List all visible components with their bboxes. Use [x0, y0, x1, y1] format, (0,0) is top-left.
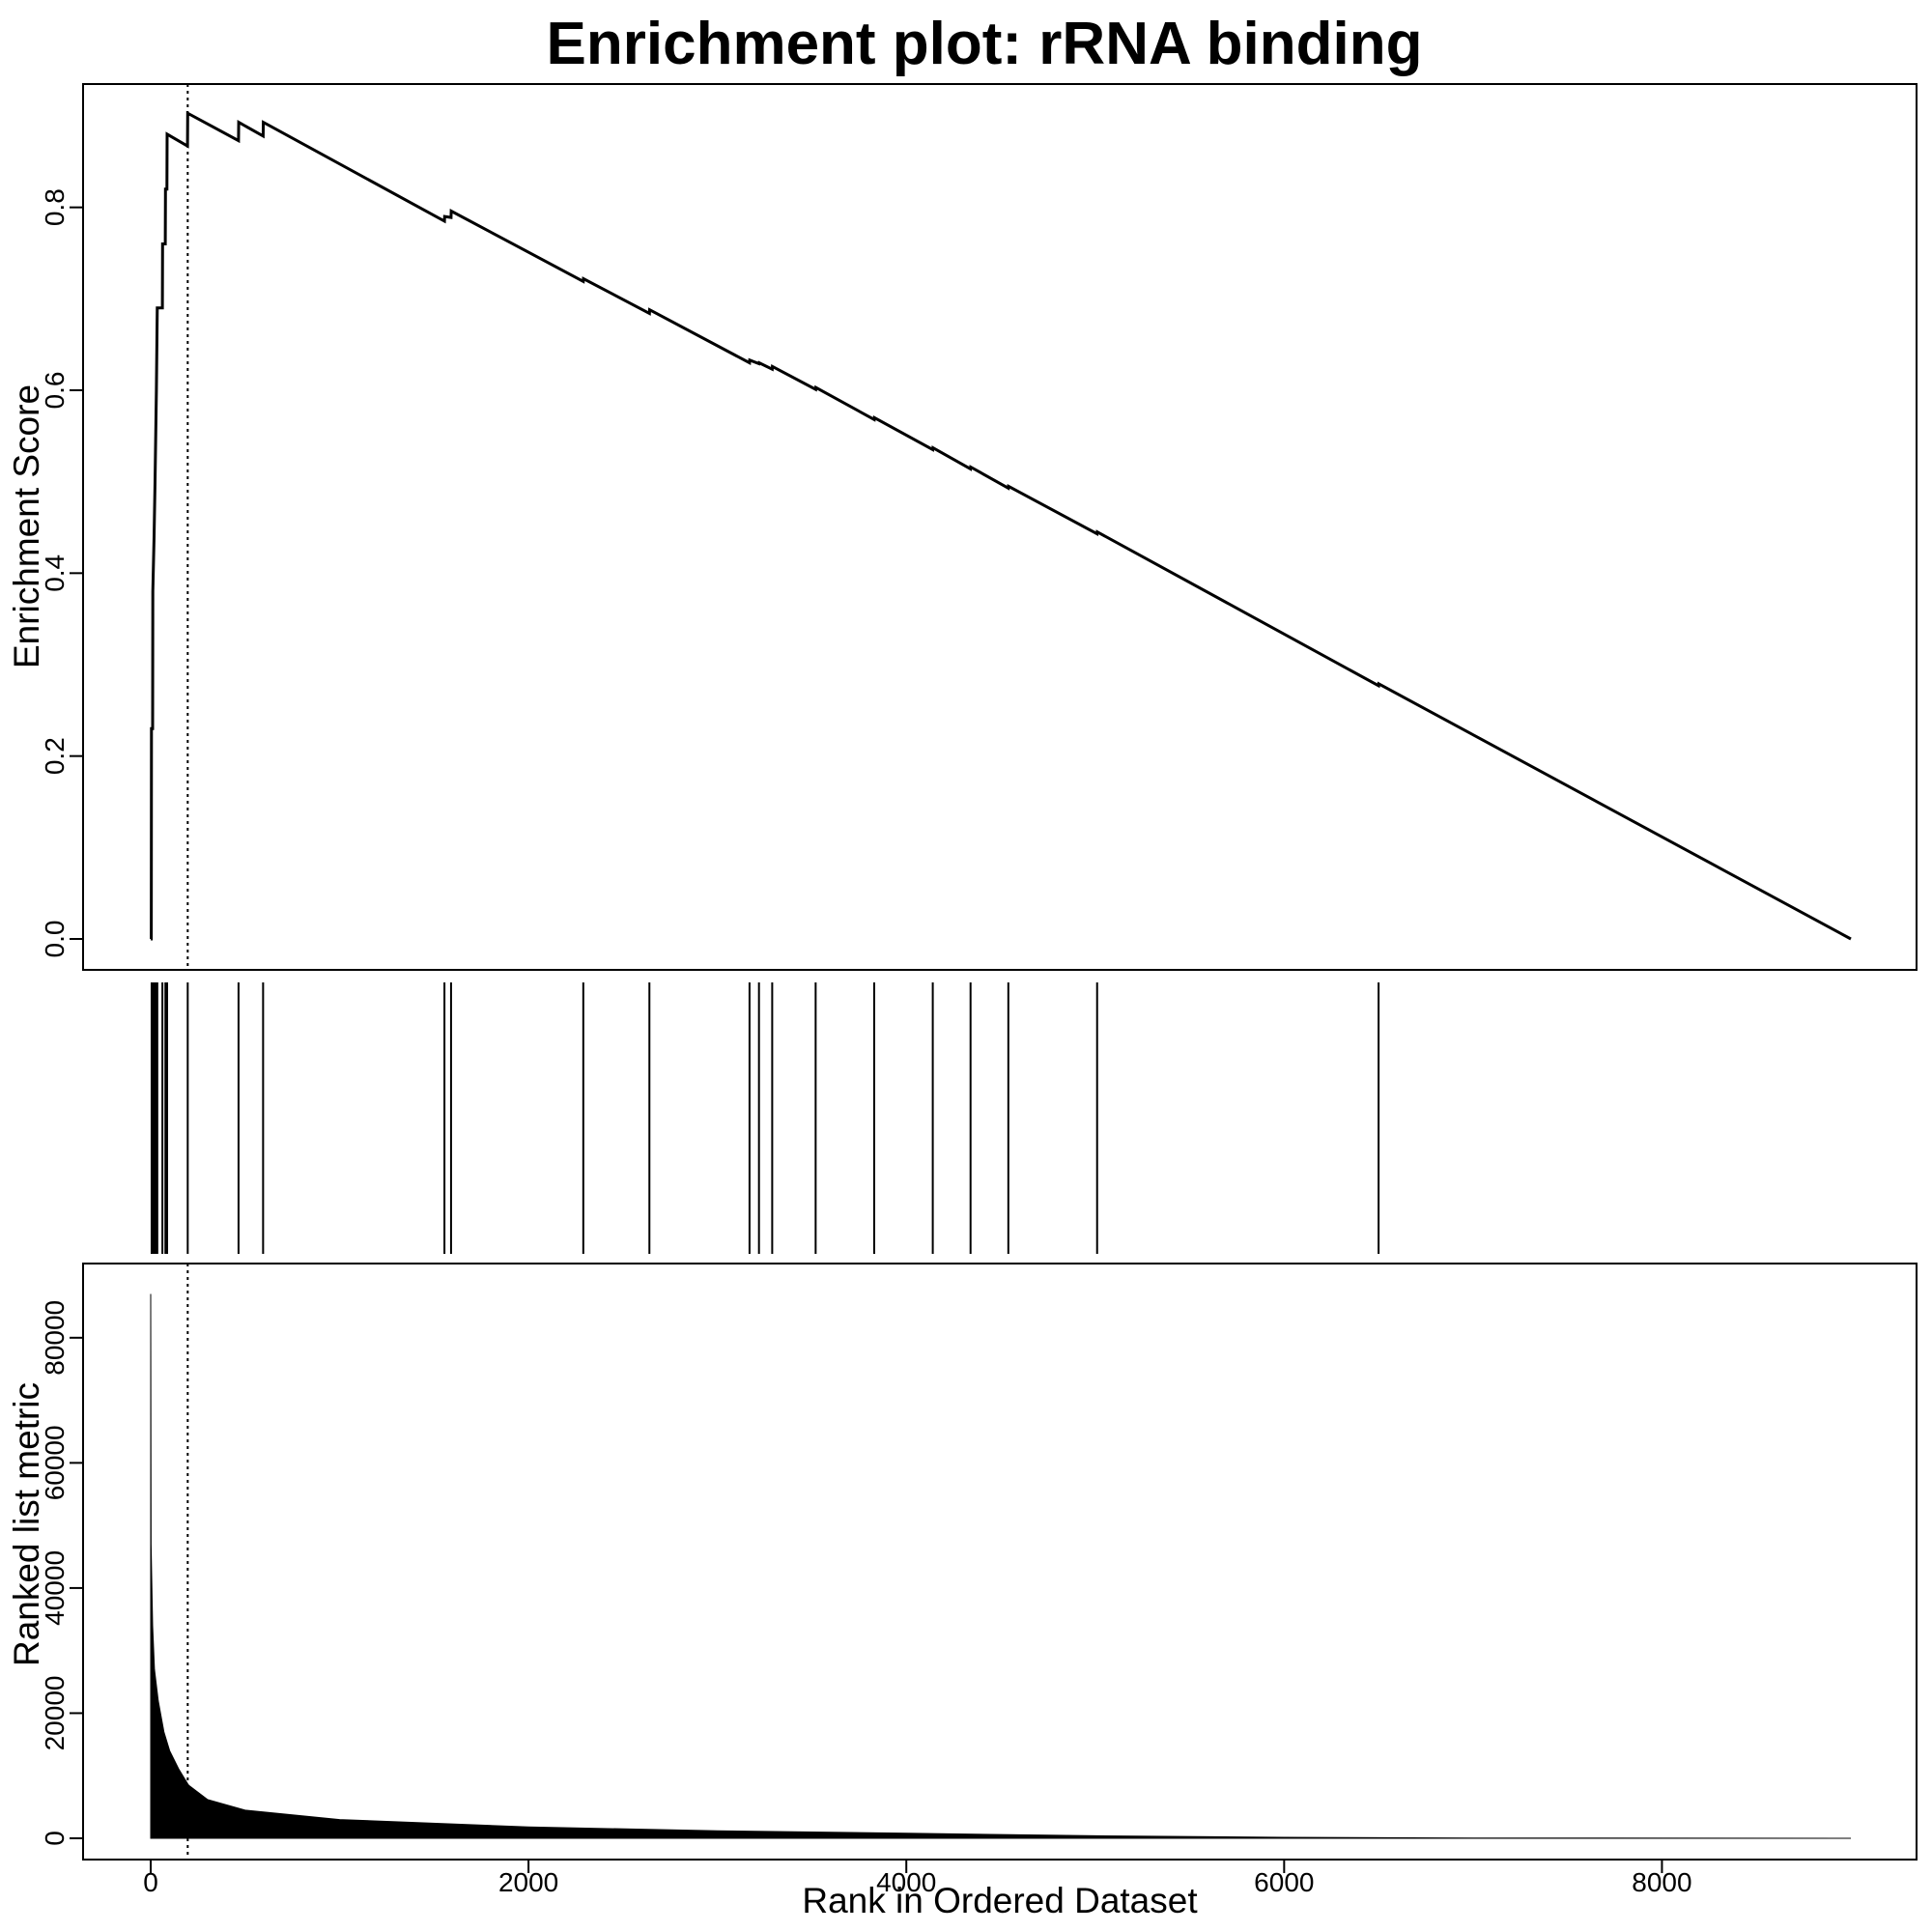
x-tick-label: 4000: [876, 1867, 936, 1897]
hit-markers: [150, 982, 1380, 1254]
metric-y-tick-label: 0: [40, 1831, 70, 1846]
x-axis-label: Rank in Ordered Dataset: [802, 1881, 1198, 1920]
ranked-metric-area: [150, 1293, 1852, 1839]
metric-y-axis: 0 20000 40000 60000 80000: [40, 1300, 83, 1846]
x-tick-label: 0: [143, 1867, 158, 1897]
es-y-tick-label: 0.6: [40, 372, 70, 410]
es-y-tick-label: 0.4: [40, 554, 70, 592]
x-tick-label: 2000: [498, 1867, 558, 1897]
es-y-tick-label: 0.8: [40, 188, 70, 226]
metric-y-tick-label: 80000: [40, 1300, 70, 1376]
es-y-axis-label: Enrichment Score: [7, 384, 46, 668]
metric-panel-frame: [82, 1263, 1918, 1861]
metric-y-tick-label: 40000: [40, 1550, 70, 1626]
es-y-tick-label: 0.2: [40, 737, 70, 775]
x-tick-label: 8000: [1632, 1867, 1691, 1897]
es-y-tick-label: 0.0: [40, 921, 70, 958]
x-axis: 0 2000 4000 6000 8000: [143, 1860, 1692, 1897]
es-y-axis: 0.0 0.2 0.4 0.6 0.8: [40, 188, 83, 957]
es-panel-frame: [82, 83, 1918, 971]
chart-title: Enrichment plot: rRNA binding: [547, 11, 1423, 77]
metric-y-tick-label: 20000: [40, 1676, 70, 1751]
metric-y-tick-label: 60000: [40, 1425, 70, 1500]
x-tick-label: 6000: [1254, 1867, 1314, 1897]
es-curve: [150, 110, 1852, 941]
metric-y-axis-label: Ranked list metric: [7, 1382, 46, 1666]
